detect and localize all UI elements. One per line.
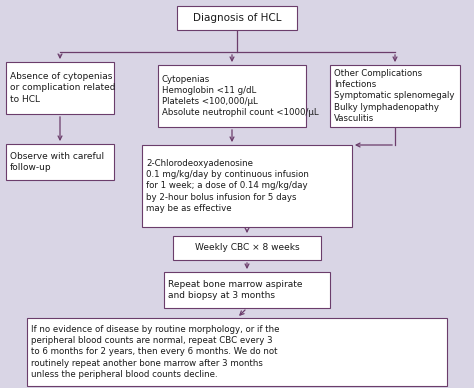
Text: Absence of cytopenias
or complication related
to HCL: Absence of cytopenias or complication re… — [10, 73, 116, 104]
Text: If no evidence of disease by routine morphology, or if the
peripheral blood coun: If no evidence of disease by routine mor… — [31, 325, 280, 379]
FancyBboxPatch shape — [164, 272, 330, 308]
FancyBboxPatch shape — [27, 318, 447, 386]
Text: 2-Chlorodeoxyadenosine
0.1 mg/kg/day by continuous infusion
for 1 week; a dose o: 2-Chlorodeoxyadenosine 0.1 mg/kg/day by … — [146, 159, 309, 213]
FancyBboxPatch shape — [158, 65, 306, 127]
FancyBboxPatch shape — [177, 6, 297, 30]
FancyBboxPatch shape — [330, 65, 460, 127]
FancyBboxPatch shape — [142, 145, 352, 227]
FancyBboxPatch shape — [173, 236, 321, 260]
Text: Cytopenias
Hemoglobin <11 g/dL
Platelets <100,000/μL
Absolute neutrophil count <: Cytopenias Hemoglobin <11 g/dL Platelets… — [162, 75, 319, 117]
Text: Repeat bone marrow aspirate
and biopsy at 3 months: Repeat bone marrow aspirate and biopsy a… — [168, 280, 302, 300]
Text: Weekly CBC × 8 weeks: Weekly CBC × 8 weeks — [195, 244, 299, 253]
Text: Observe with careful
follow-up: Observe with careful follow-up — [10, 152, 104, 172]
Text: Other Complications
Infections
Symptomatic splenomegaly
Bulky lymphadenopathy
Va: Other Complications Infections Symptomat… — [334, 69, 455, 123]
FancyBboxPatch shape — [6, 144, 114, 180]
Text: Diagnosis of HCL: Diagnosis of HCL — [193, 13, 281, 23]
FancyBboxPatch shape — [6, 62, 114, 114]
